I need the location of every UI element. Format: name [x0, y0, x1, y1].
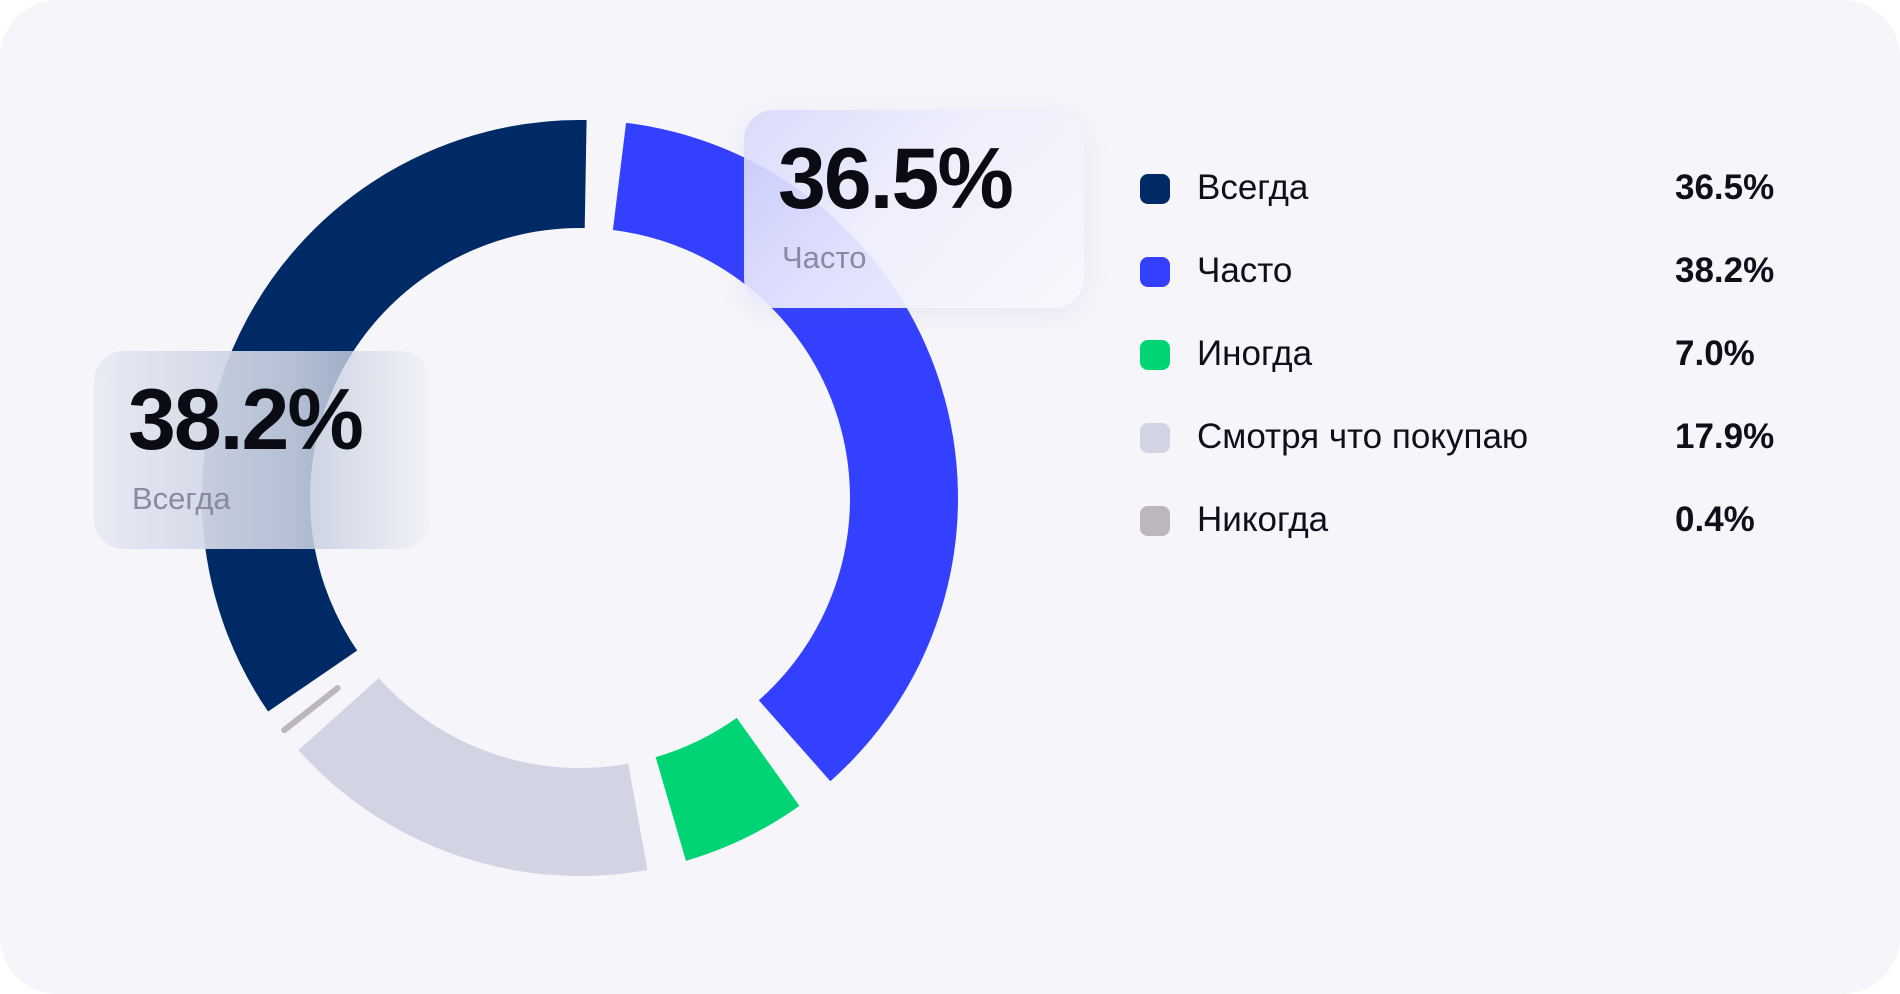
legend-item-sometimes: Иногда 7.0% [1140, 331, 1780, 414]
legend-value: 7.0% [1675, 334, 1755, 373]
donut-slice [654, 717, 800, 861]
legend-label: Смотря что покупаю [1197, 417, 1529, 456]
donut-slice [202, 120, 587, 712]
legend-item-depends: Смотря что покупаю 17.9% [1140, 414, 1780, 497]
legend-label: Всегда [1197, 168, 1309, 207]
donut-slice [281, 685, 341, 734]
donut-slice [298, 677, 648, 876]
legend-value: 17.9% [1675, 417, 1775, 456]
callout-often: 36.5% Часто [744, 110, 1084, 308]
legend-label: Иногда [1197, 334, 1313, 373]
callout-often-label: Часто [782, 240, 867, 275]
legend-swatch [1140, 506, 1170, 536]
callout-always-value: 38.2% [128, 372, 364, 468]
donut-chart [202, 120, 958, 876]
legend-value: 36.5% [1675, 168, 1775, 207]
legend: Всегда 36.5% Часто 38.2% Иногда 7.0% Смо… [1140, 165, 1780, 580]
legend-item-never: Никогда 0.4% [1140, 497, 1780, 580]
legend-value: 0.4% [1675, 500, 1755, 539]
legend-label: Часто [1197, 251, 1293, 290]
callout-always-label: Всегда [132, 481, 231, 516]
legend-swatch [1140, 257, 1170, 287]
legend-item-often: Часто 38.2% [1140, 248, 1780, 331]
legend-item-always: Всегда 36.5% [1140, 165, 1780, 248]
donut-slice [612, 122, 958, 782]
callout-often-value: 36.5% [778, 131, 1014, 227]
callout-always: 38.2% Всегда [94, 351, 430, 549]
legend-swatch [1140, 340, 1170, 370]
legend-swatch [1140, 423, 1170, 453]
legend-label: Никогда [1197, 500, 1329, 539]
legend-swatch [1140, 174, 1170, 204]
legend-value: 38.2% [1675, 251, 1775, 290]
